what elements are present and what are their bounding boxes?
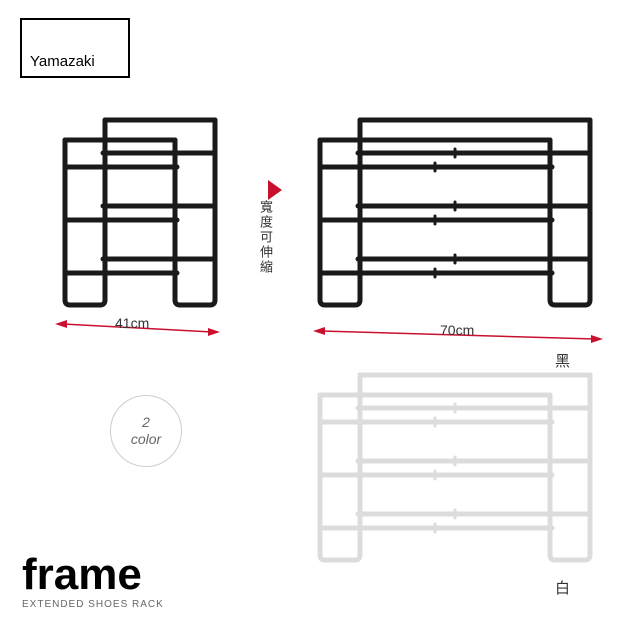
dimension-large-label: 70cm [440, 322, 474, 338]
color-white-label: 白 [555, 577, 570, 598]
width-adjustable-label: 寬度可伸縮 [256, 200, 275, 275]
product-title-block: frame EXTENDED SHOES RACK [22, 553, 164, 610]
product-subtitle: EXTENDED SHOES RACK [22, 599, 164, 610]
rack-small-illustration [45, 115, 235, 315]
expand-arrow-icon [268, 180, 282, 200]
color-count-number: 2 [142, 414, 150, 431]
product-name: frame [22, 553, 164, 597]
brand-logo-box: Yamazaki [20, 18, 130, 78]
brand-name: Yamazaki [30, 53, 95, 70]
rack-white-illustration [300, 370, 610, 570]
color-count-text: color [131, 431, 161, 448]
color-black-label: 黑 [555, 350, 570, 371]
color-count-badge: 2 color [110, 395, 182, 467]
rack-large-illustration [300, 115, 610, 315]
dimension-small-label: 41cm [115, 315, 149, 331]
